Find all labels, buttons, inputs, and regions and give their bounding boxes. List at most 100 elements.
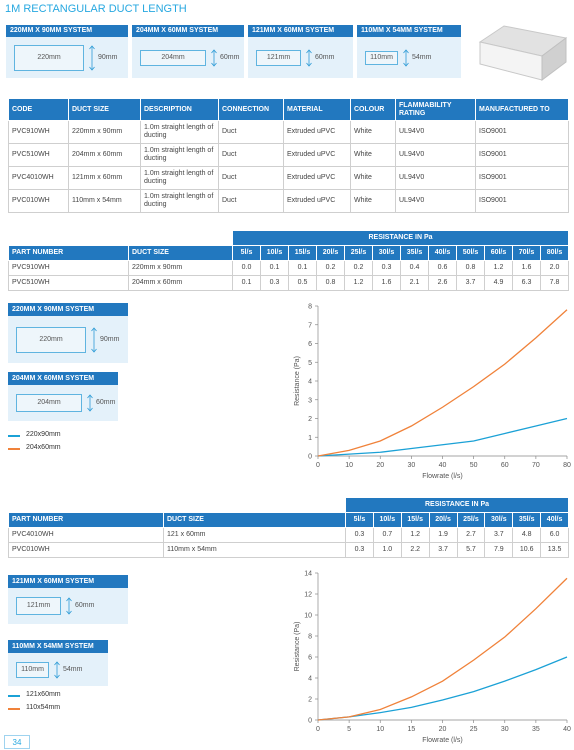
height-arrow bbox=[87, 394, 93, 412]
table-cell: 110mm x 54mm bbox=[163, 542, 346, 558]
x-tick-label: 80 bbox=[563, 462, 571, 469]
system-title: 121MM X 60MM SYSTEM bbox=[8, 575, 128, 588]
height-arrow bbox=[91, 326, 97, 353]
x-tick-label: 70 bbox=[532, 462, 540, 469]
system-body: 110mm 54mm bbox=[8, 653, 108, 686]
table-cell: 2.6 bbox=[428, 275, 457, 291]
x-tick-label: 60 bbox=[501, 462, 509, 469]
y-tick-label: 1 bbox=[308, 435, 312, 442]
duct-section: 121mm bbox=[256, 49, 301, 66]
column-header: 40l/s bbox=[540, 512, 570, 528]
table-cell: 1.0m straight length of ducting bbox=[140, 143, 219, 167]
table-cell: UL94V0 bbox=[395, 189, 476, 213]
table-cell: 1.6 bbox=[512, 260, 541, 276]
x-tick-label: 10 bbox=[345, 462, 353, 469]
system-body: 110mm 54mm bbox=[357, 37, 461, 78]
x-tick-label: 0 bbox=[316, 462, 320, 469]
table-cell: Duct bbox=[218, 166, 284, 190]
system-box: 220MM X 90MM SYSTEM 220mm 90mm bbox=[6, 25, 128, 78]
table-cell: 2.2 bbox=[400, 542, 430, 558]
height-label: 60mm bbox=[75, 602, 95, 609]
system-title: 204MM X 60MM SYSTEM bbox=[132, 25, 244, 37]
height-label: 60mm bbox=[220, 53, 240, 61]
y-tick-label: 7 bbox=[308, 322, 312, 329]
table-cell: PVC010WH bbox=[8, 542, 164, 558]
column-header: MATERIAL bbox=[283, 98, 351, 121]
table-cell: 0.8 bbox=[316, 275, 345, 291]
column-header: DUCT SIZE bbox=[163, 512, 346, 528]
table-cell: PVC4010WH bbox=[8, 166, 69, 190]
table-cell: 7.8 bbox=[540, 275, 569, 291]
table-cell: 1.0m straight length of ducting bbox=[140, 189, 219, 213]
column-header: 5l/s bbox=[345, 512, 374, 528]
table-cell: 0.3 bbox=[372, 260, 401, 276]
column-header: DUCT SIZE bbox=[128, 245, 233, 261]
table-cell: White bbox=[350, 166, 396, 190]
series-line bbox=[317, 417, 568, 457]
x-axis-label: Flowrate (l/s) bbox=[422, 737, 462, 744]
x-tick-label: 5 bbox=[347, 726, 351, 733]
column-header: 15l/s bbox=[400, 512, 430, 528]
system-title: 121MM X 60MM SYSTEM bbox=[248, 25, 353, 37]
x-tick-label: 15 bbox=[407, 726, 415, 733]
column-header: 5l/s bbox=[232, 245, 261, 261]
table-row: PVC010WH 110mm x 54mm 1.0m straight length… bbox=[8, 189, 569, 213]
table-cell: 110mm x 54mm bbox=[68, 189, 141, 213]
table-cell: 0.2 bbox=[344, 260, 373, 276]
system-box: 110MM X 54MM SYSTEM 110mm 54mm bbox=[357, 25, 461, 78]
table-cell: 3.7 bbox=[456, 275, 485, 291]
y-tick-label: 5 bbox=[308, 360, 312, 367]
y-tick-label: 12 bbox=[304, 592, 312, 599]
table-cell: Extruded uPVC bbox=[283, 120, 351, 144]
column-header: 30l/s bbox=[484, 512, 514, 528]
height-arrow bbox=[306, 48, 312, 67]
legend-swatch bbox=[8, 695, 20, 697]
table-cell: 0.7 bbox=[372, 527, 402, 543]
blank-cell bbox=[9, 231, 233, 246]
table-row: PVC510WH 204mm x 60mm 0.1 0.3 0.5 0.8 1.2 1.6 2.… bbox=[8, 275, 569, 291]
column-header: 20l/s bbox=[316, 245, 345, 261]
legend-swatch bbox=[8, 708, 20, 710]
group-header-row: RESISTANCE IN Pa bbox=[9, 230, 569, 246]
x-tick-label: 35 bbox=[532, 726, 540, 733]
header-row: CODE DUCT SIZE DESCRIPTION CONNECTION MATERI… bbox=[8, 98, 569, 121]
x-tick-label: 0 bbox=[316, 726, 320, 733]
table-cell: 1.0m straight length of ducting bbox=[140, 166, 219, 190]
system-box: 204MM X 60MM SYSTEM 204mm 60mm bbox=[132, 25, 244, 78]
duct-section: 220mm bbox=[16, 326, 86, 353]
table-cell: UL94V0 bbox=[395, 166, 476, 190]
table-cell: PVC910WH bbox=[8, 120, 69, 144]
height-label: 60mm bbox=[315, 53, 335, 61]
x-tick-label: 10 bbox=[376, 726, 384, 733]
table-cell: 1.0m straight length of ducting bbox=[140, 120, 219, 144]
y-tick-label: 14 bbox=[304, 571, 312, 578]
duct-section: 110mm bbox=[365, 50, 398, 65]
data-table: RESISTANCE IN Pa PART NUMBER DUCT SIZE 5l/s… bbox=[8, 497, 570, 558]
table-cell: 0.8 bbox=[456, 260, 485, 276]
duct-section: 110mm bbox=[16, 661, 49, 678]
table-cell: 204mm x 60mm bbox=[68, 143, 141, 167]
table-cell: 0.3 bbox=[345, 527, 374, 543]
table-cell: Extruded uPVC bbox=[283, 166, 351, 190]
height-label: 54mm bbox=[412, 53, 432, 61]
legend-label: 220x90mm bbox=[26, 431, 61, 438]
column-header: 60l/s bbox=[484, 245, 513, 261]
y-tick-label: 6 bbox=[308, 655, 312, 662]
column-header: DESCRIPTION bbox=[140, 98, 219, 121]
table-cell: 220mm x 90mm bbox=[68, 120, 141, 144]
legend-swatch bbox=[8, 448, 20, 450]
table-cell: Duct bbox=[218, 143, 284, 167]
table-cell: White bbox=[350, 143, 396, 167]
table-cell: PVC510WH bbox=[8, 143, 69, 167]
column-header: 30l/s bbox=[372, 245, 401, 261]
table-cell: 220mm x 90mm bbox=[128, 260, 233, 276]
table-row: PVC910WH 220mm x 90mm 0.0 0.1 0.1 0.2 0.2 0.3 0.… bbox=[8, 260, 569, 276]
group-header-row: RESISTANCE IN Pa bbox=[9, 497, 570, 513]
table-cell: 204mm x 60mm bbox=[128, 275, 233, 291]
table-cell: PVC510WH bbox=[8, 275, 129, 291]
system-title: 204MM X 60MM SYSTEM bbox=[8, 372, 118, 385]
y-axis-label: Resistance (Pa) bbox=[294, 356, 301, 406]
table-cell: 4.9 bbox=[484, 275, 513, 291]
system-title: 220MM X 90MM SYSTEM bbox=[6, 25, 128, 37]
system-body: 220mm 90mm bbox=[8, 316, 128, 363]
